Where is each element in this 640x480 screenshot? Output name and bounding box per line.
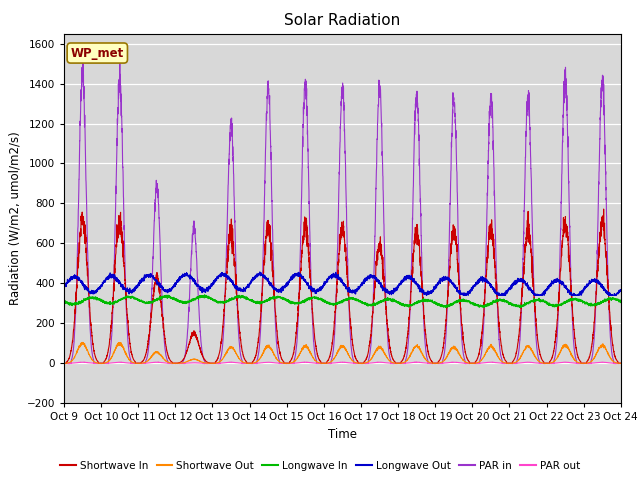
Legend: Shortwave In, Shortwave Out, Longwave In, Longwave Out, PAR in, PAR out: Shortwave In, Shortwave Out, Longwave In… (56, 456, 584, 475)
Y-axis label: Radiation (W/m2, umol/m2/s): Radiation (W/m2, umol/m2/s) (8, 132, 21, 305)
X-axis label: Time: Time (328, 428, 357, 441)
Text: WP_met: WP_met (70, 47, 124, 60)
Title: Solar Radiation: Solar Radiation (284, 13, 401, 28)
